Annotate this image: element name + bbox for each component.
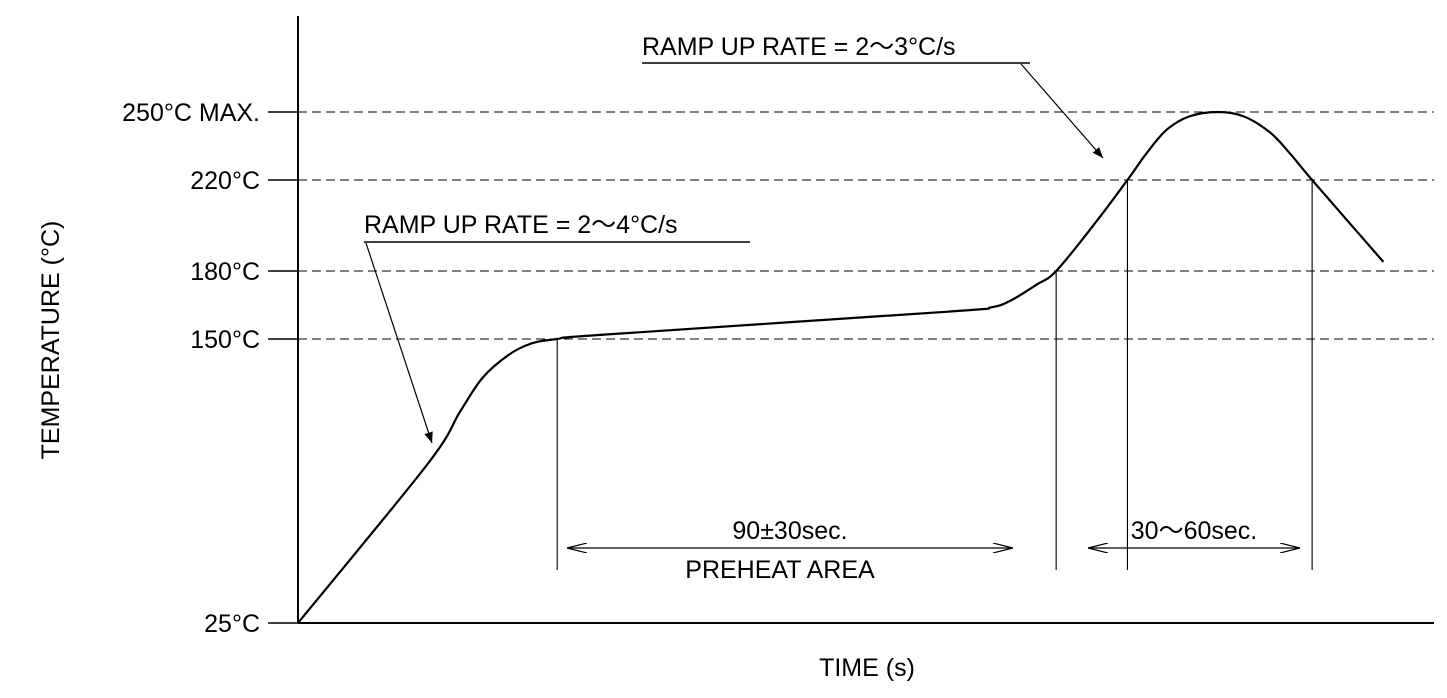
preheat-time-label: 90±30sec. bbox=[732, 517, 847, 545]
ramp-up-leader-2 bbox=[1020, 63, 1104, 159]
ramp-up-annotation-2: RAMP UP RATE = 2〜3°C/s bbox=[642, 33, 1104, 159]
ramp-up-label-1: RAMP UP RATE = 2〜4°C/s bbox=[364, 211, 678, 239]
y-axis-label: TEMPERATURE (°C) bbox=[37, 221, 65, 460]
y-tick-label: 180°C bbox=[190, 258, 260, 286]
gridlines bbox=[298, 111, 1434, 340]
reference-lines bbox=[556, 180, 1313, 570]
profile-curve bbox=[297, 110, 1385, 624]
preheat-dimension: 90±30sec. PREHEAT AREA bbox=[567, 517, 1013, 584]
ramp-up-leader-1 bbox=[365, 242, 433, 444]
ramp-up-annotation-1: RAMP UP RATE = 2〜4°C/s bbox=[364, 211, 750, 444]
y-tick-label: 250°C MAX. bbox=[122, 99, 260, 127]
preheat-area-label: PREHEAT AREA bbox=[685, 556, 875, 584]
ramp-up-label-2: RAMP UP RATE = 2〜3°C/s bbox=[642, 33, 956, 61]
y-ticks: 25°C 150°C 180°C 220°C 250°C MAX. bbox=[122, 99, 298, 638]
x-axis-label: TIME (s) bbox=[819, 654, 915, 682]
y-tick-label: 150°C bbox=[190, 326, 260, 354]
reflow-time-label: 30〜60sec. bbox=[1131, 517, 1257, 545]
reflow-dimension: 30〜60sec. bbox=[1088, 517, 1300, 548]
y-tick-label: 220°C bbox=[190, 167, 260, 195]
y-tick-label: 25°C bbox=[204, 610, 260, 638]
